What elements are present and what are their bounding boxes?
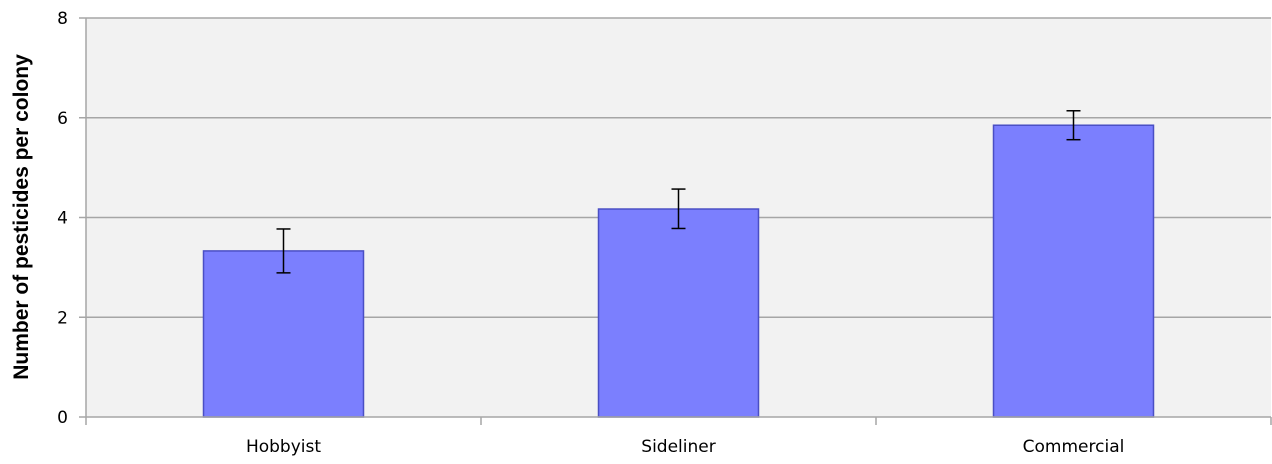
y-tick-label: 2 — [57, 308, 68, 328]
error-bar-commercial — [1066, 110, 1081, 141]
error-bar-hobbyist — [276, 228, 291, 274]
error-bar-sideliner — [671, 188, 686, 230]
y-tick-label: 8 — [57, 9, 68, 29]
bar-sideliner — [597, 208, 760, 418]
y-tick-labels: 0 2 4 6 8 — [57, 9, 68, 428]
axes — [79, 17, 1272, 425]
x-tick-label-hobbyist: Hobbyist — [246, 437, 321, 457]
y-tick-label: 6 — [57, 109, 68, 129]
y-tick-label: 4 — [57, 209, 68, 229]
x-tick-label-commercial: Commercial — [1023, 437, 1125, 457]
y-tick-label: 0 — [57, 408, 68, 428]
bar-commercial — [992, 124, 1155, 418]
x-tick-labels: Hobbyist Sideliner Commercial — [246, 437, 1124, 457]
bars — [202, 124, 1155, 418]
error-bars — [276, 110, 1081, 274]
x-tick-label-sideliner: Sideliner — [641, 437, 715, 457]
y-axis-title: Number of pesticides per colony — [10, 54, 33, 380]
bar-hobbyist — [202, 250, 365, 418]
